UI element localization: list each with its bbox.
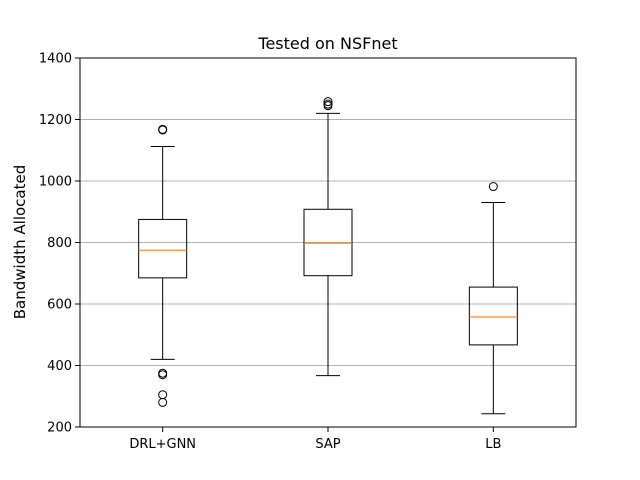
y-tick-label: 1400 [39,52,72,67]
axis-ticks: 200 400 600 800 1000 1200 1400 DRL+GNN SAP LB [39,52,502,453]
x-tick-label: DRL+GNN [129,437,196,452]
box-group [138,124,188,407]
outlier-point [158,370,168,380]
interquartile-box [468,286,518,346]
outlier-point [323,97,333,107]
y-tick-label: 600 [47,298,72,313]
x-tick-label: SAP [315,437,340,452]
y-tick-label: 1000 [39,175,72,190]
chart-title: Tested on NSFnet [257,34,397,53]
x-tick-label: LB [485,437,501,452]
box-group [303,97,353,377]
boxes [138,97,518,415]
outlier-point [158,124,168,134]
y-axis-label: Bandwidth Allocated [11,165,29,319]
y-tick-label: 200 [47,421,72,436]
outlier-point [488,182,498,192]
outlier-point [323,101,333,111]
outlier-point [158,397,168,407]
y-tick-label: 1200 [39,113,72,128]
box-group [468,182,518,415]
y-tick-label: 400 [47,359,72,374]
interquartile-box [303,208,353,277]
interquartile-box [138,218,188,279]
y-tick-label: 800 [47,236,72,251]
